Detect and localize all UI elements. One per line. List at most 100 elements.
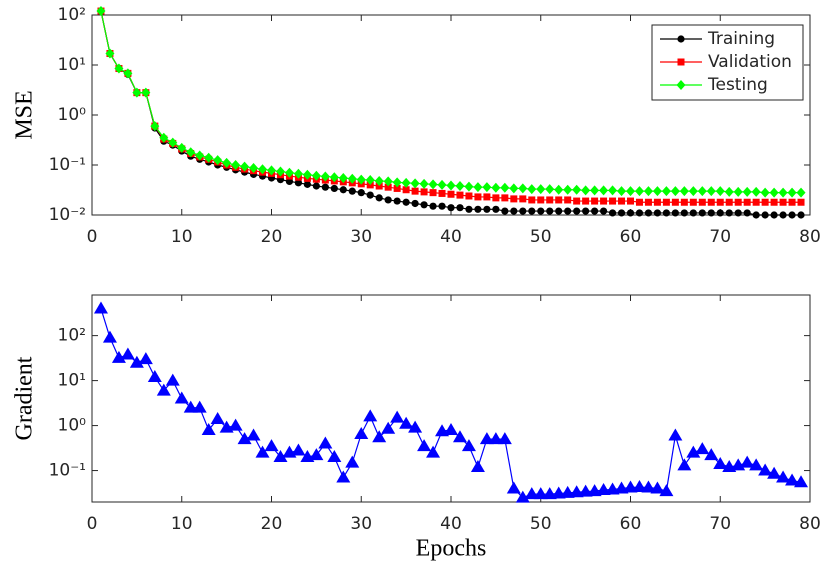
data-point <box>402 186 410 194</box>
data-point <box>492 194 500 202</box>
data-point <box>554 184 564 195</box>
data-point <box>438 189 446 197</box>
x-tick-label: 30 <box>350 514 372 534</box>
data-point <box>210 412 225 425</box>
data-point <box>303 180 311 188</box>
data-point <box>794 475 809 488</box>
data-point <box>470 459 485 472</box>
y-tick-label: 10⁰ <box>58 105 87 125</box>
data-point <box>411 187 419 195</box>
data-point <box>635 209 644 217</box>
data-point <box>680 198 688 206</box>
data-point <box>749 458 764 471</box>
data-point <box>662 209 671 217</box>
data-point <box>312 182 320 190</box>
data-point <box>426 445 441 458</box>
data-point <box>114 63 124 74</box>
y-tick-label: 10⁰ <box>58 416 87 436</box>
data-point <box>617 186 627 197</box>
data-point <box>788 198 796 206</box>
data-point <box>237 432 252 445</box>
data-point <box>168 137 178 148</box>
data-point <box>474 205 482 213</box>
y-tick-label: 10¹ <box>58 371 86 391</box>
data-point <box>627 197 634 205</box>
data-point <box>267 165 276 176</box>
data-point <box>285 177 294 185</box>
data-point <box>573 197 581 205</box>
data-point <box>608 185 618 196</box>
data-point <box>284 167 294 178</box>
data-point <box>141 87 151 98</box>
data-point <box>183 400 198 413</box>
data-point <box>698 198 706 206</box>
data-point <box>563 184 573 195</box>
data-point <box>670 186 680 197</box>
data-point <box>392 177 402 188</box>
data-point <box>518 183 528 194</box>
data-point <box>524 487 539 500</box>
data-point <box>195 150 205 161</box>
data-point <box>393 197 401 205</box>
data-point <box>644 209 653 217</box>
data-point <box>365 175 375 186</box>
data-point <box>192 400 207 413</box>
data-point <box>644 198 652 206</box>
data-point <box>689 209 697 217</box>
data-point <box>643 186 653 197</box>
data-point <box>632 480 647 493</box>
data-point <box>479 432 494 445</box>
data-point <box>555 207 563 215</box>
data-point <box>617 209 626 217</box>
data-point <box>318 436 333 449</box>
data-point <box>716 209 724 217</box>
data-point <box>293 168 303 179</box>
data-point <box>698 209 706 217</box>
data-point <box>102 330 117 343</box>
data-point <box>776 470 791 483</box>
data-point <box>501 194 509 202</box>
legend-label: Validation <box>708 52 792 72</box>
data-point <box>758 463 773 476</box>
data-point <box>733 186 743 197</box>
data-point <box>688 186 698 197</box>
x-tick-label: 0 <box>87 514 98 534</box>
data-point <box>546 207 554 215</box>
data-point <box>375 194 383 202</box>
data-point <box>751 186 761 197</box>
data-point <box>662 198 670 206</box>
data-point <box>510 195 518 203</box>
data-point <box>515 490 530 503</box>
data-point <box>761 211 769 219</box>
y-axis-label: Gradient <box>12 356 38 440</box>
data-point <box>410 178 420 189</box>
data-point <box>455 181 465 192</box>
x-tick-label: 0 <box>87 227 98 247</box>
data-point <box>120 347 135 360</box>
data-point <box>437 179 447 190</box>
data-point <box>686 445 701 458</box>
data-point <box>311 170 321 181</box>
data-point <box>338 172 348 183</box>
data-point <box>707 209 715 217</box>
data-point <box>715 186 725 197</box>
data-point <box>527 184 537 195</box>
legend-label: Training <box>707 29 775 49</box>
x-tick-label: 50 <box>530 227 552 247</box>
data-point <box>600 197 608 205</box>
data-point <box>330 184 338 193</box>
data-point <box>482 182 492 193</box>
data-point <box>661 186 671 197</box>
data-point <box>294 179 303 187</box>
data-point <box>275 166 285 177</box>
y-tick-label: 10⁻¹ <box>49 155 86 175</box>
data-point <box>465 205 473 213</box>
data-point <box>501 207 509 215</box>
data-point <box>779 211 787 219</box>
data-point <box>329 172 339 183</box>
data-point <box>464 181 474 192</box>
data-point <box>240 161 250 172</box>
data-point <box>788 211 796 219</box>
data-point <box>555 196 563 204</box>
data-point <box>381 421 396 434</box>
